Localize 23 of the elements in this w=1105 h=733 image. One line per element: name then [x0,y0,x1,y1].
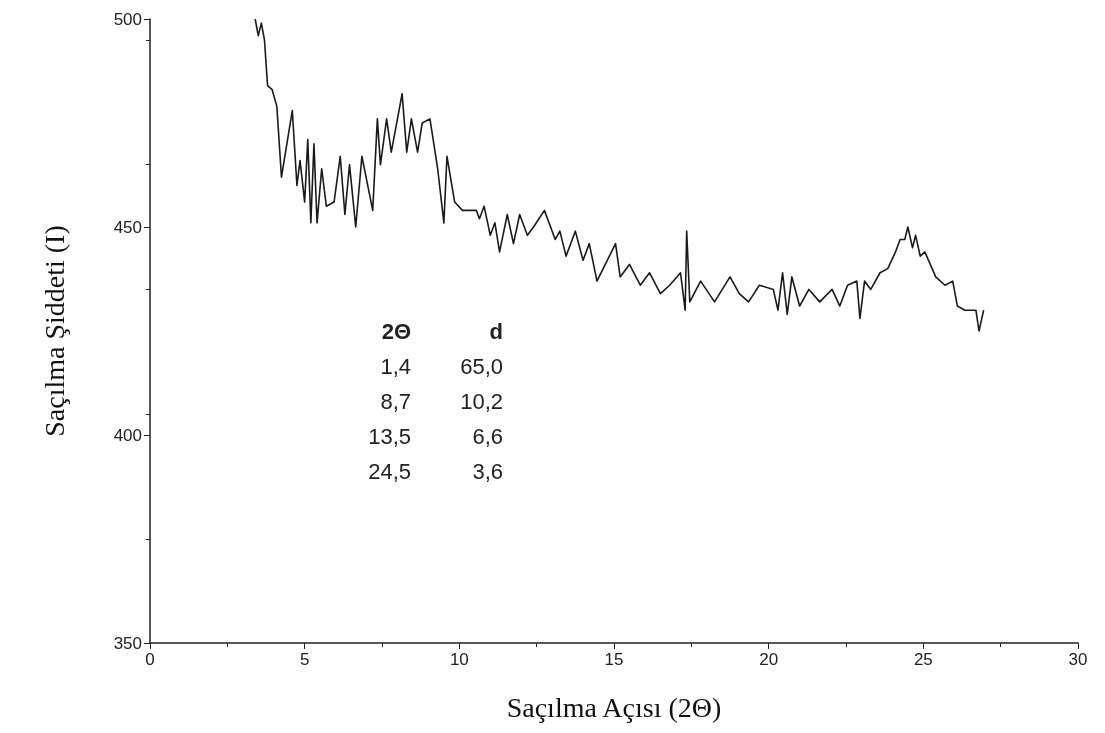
x-tick-label: 25 [913,650,933,669]
annotation: 65,0 [460,353,504,379]
annotation: 3,6 [472,458,504,484]
x-tick-label: 0 [145,650,155,669]
x-tick-label: 5 [299,650,310,669]
annotation: 6,6 [472,423,504,449]
annotation: d [489,318,504,344]
annotation: 8,7 [380,388,412,414]
annotation: 24,5 [368,458,412,484]
annotation: 2Θ [381,318,412,344]
x-axis-title: Saçılma Açısı (2Θ) [506,691,722,723]
y-axis-title: Saçılma Şiddeti (I) [38,225,70,437]
annotation: 10,2 [460,388,504,414]
y-tick-label: 350 [113,633,142,653]
y-tick-label: 450 [113,217,142,237]
x-tick-label: 20 [759,650,779,669]
x-tick-label: 30 [1068,650,1088,669]
annotation: 1,4 [380,353,412,379]
x-tick-label: 10 [449,650,469,669]
annotation: 13,5 [368,423,412,449]
x-tick-label: 15 [604,650,624,669]
y-tick-label: 400 [113,425,142,445]
y-tick-label: 500 [113,9,142,29]
